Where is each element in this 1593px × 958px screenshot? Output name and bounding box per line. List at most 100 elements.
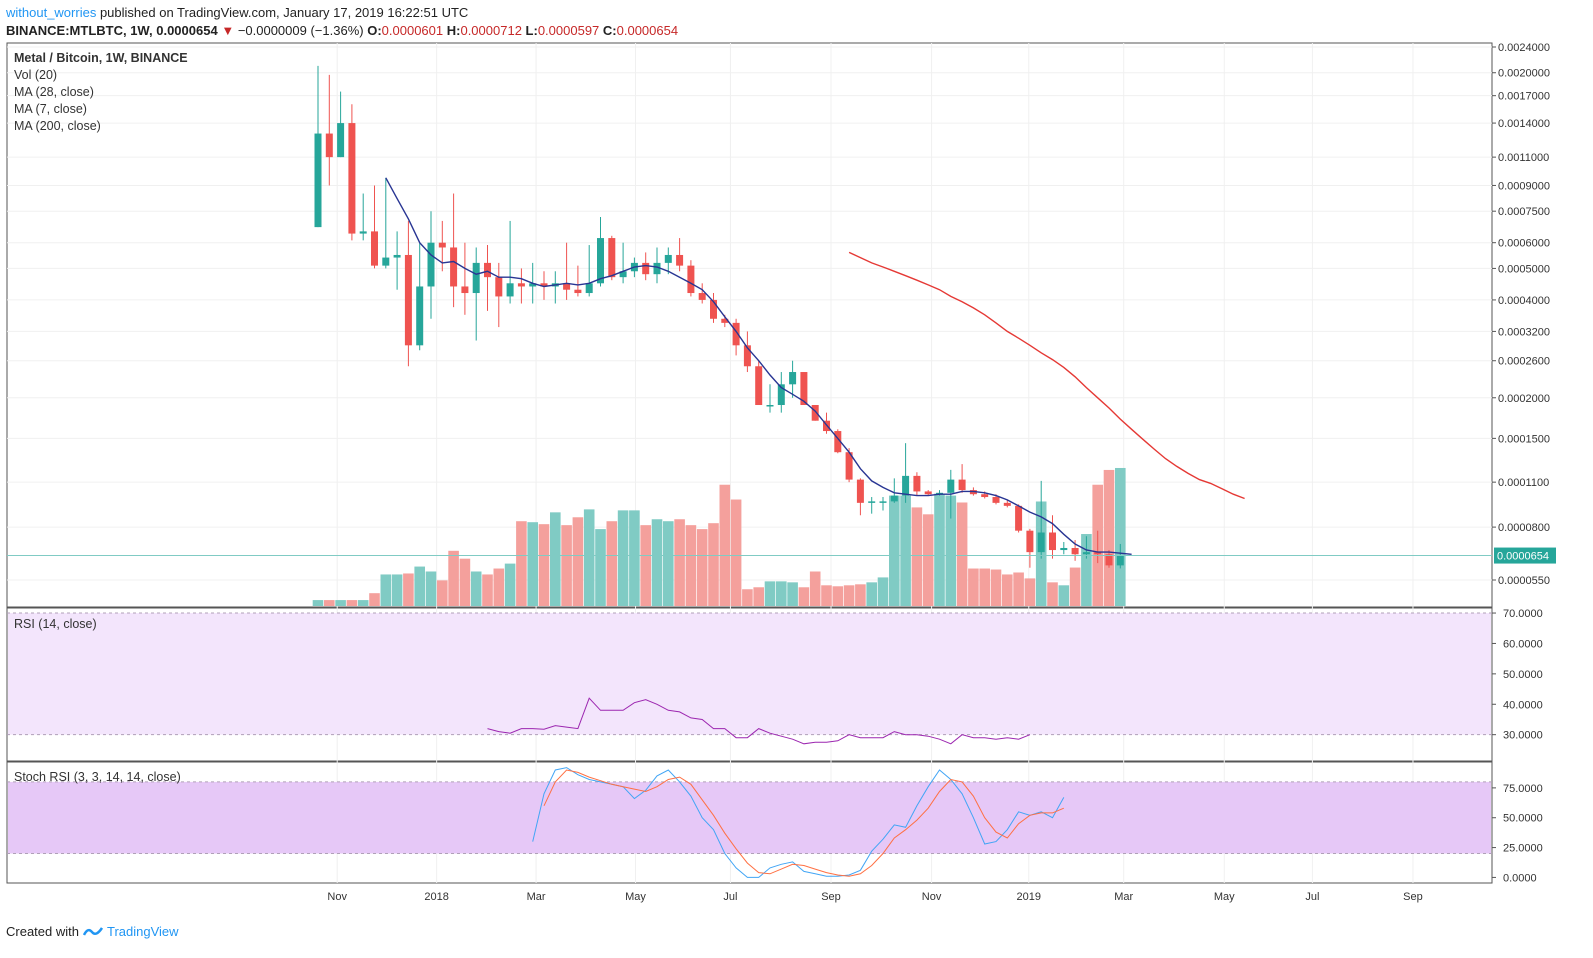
x-tick-label: 2019 — [1017, 891, 1041, 903]
volume-bar — [640, 525, 651, 606]
x-tick-label: Jul — [723, 891, 737, 903]
candle-body — [472, 262, 480, 294]
stoch-y-tick-label: 25.0000 — [1503, 843, 1543, 855]
y-tick-label: 0.0002600 — [1498, 356, 1550, 368]
main-pane-legend: Metal / Bitcoin, 1W, BINANCE Vol (20) MA… — [14, 50, 188, 135]
y-tick-label: 0.0014000 — [1498, 118, 1550, 130]
volume-bar — [1013, 572, 1024, 606]
candle-body — [1082, 552, 1090, 555]
volume-bar — [685, 525, 697, 606]
candle-body — [314, 133, 322, 228]
close-label: C: — [602, 23, 617, 38]
volume-bar — [312, 600, 324, 606]
price-change: −0.0000009 (−1.36%) — [237, 23, 364, 38]
tradingview-link[interactable]: TradingView — [106, 924, 179, 939]
candle-body — [743, 345, 751, 367]
low-value: 0.0000597 — [537, 23, 600, 38]
legend-vol[interactable]: Vol (20) — [14, 68, 58, 82]
volume-bar — [1115, 467, 1126, 606]
candle-body — [676, 254, 684, 266]
candle-body — [721, 318, 729, 323]
last-price: 0.0000654 — [156, 23, 218, 38]
x-tick-label: Sep — [1403, 891, 1423, 903]
y-tick-label: 0.0007500 — [1498, 206, 1550, 218]
rsi-y-tick-label: 40.0000 — [1503, 699, 1543, 711]
volume-bar — [324, 600, 335, 606]
legend-ma200[interactable]: MA (200, close) — [14, 119, 101, 133]
volume-bar — [482, 574, 493, 606]
volume-bar — [742, 589, 753, 606]
candle-body — [427, 242, 435, 287]
candle-body — [642, 262, 650, 275]
candle-body — [913, 475, 921, 492]
volume-bar — [968, 568, 979, 606]
legend-ma28[interactable]: MA (28, close) — [14, 85, 94, 99]
rsi-y-tick-label: 70.0000 — [1503, 608, 1543, 620]
volume-bar — [922, 514, 934, 606]
stoch-y-tick-label: 50.0000 — [1503, 813, 1543, 825]
stoch-band — [8, 781, 1491, 854]
y-tick-label: 0.0000800 — [1498, 522, 1550, 534]
candle-body — [585, 283, 593, 294]
volume-bar — [753, 587, 764, 606]
volume-bar — [911, 507, 923, 606]
volume-bar — [572, 517, 584, 606]
volume-bar — [527, 522, 538, 606]
y-tick-label: 0.0006000 — [1498, 238, 1550, 250]
volume-bar — [855, 584, 866, 606]
candle-body — [1094, 552, 1102, 555]
candle-body — [597, 238, 604, 284]
volume-bar — [1081, 534, 1092, 606]
author-link[interactable]: without_worries — [6, 5, 97, 20]
volume-bar — [889, 495, 900, 606]
candle-body — [902, 475, 910, 496]
open-value: 0.0000601 — [381, 23, 444, 38]
candle-body — [484, 262, 491, 278]
candle-body — [1026, 530, 1034, 553]
volume-bar — [877, 577, 889, 606]
volume-bar — [550, 512, 561, 606]
x-tick-label: Sep — [821, 891, 841, 903]
candle-body — [868, 501, 876, 503]
candle-body — [1071, 547, 1079, 555]
volume-bar — [606, 521, 618, 606]
volume-bar — [787, 582, 798, 606]
candle-body — [958, 479, 966, 491]
symbol-line: BINANCE:MTLBTC, 1W, 0.0000654 ▼ −0.00000… — [6, 22, 678, 40]
chart-header: without_worries published on TradingView… — [6, 4, 678, 40]
volume-bar — [990, 569, 1002, 606]
volume-bar — [459, 558, 471, 606]
candle-body — [438, 242, 446, 248]
candle-body — [710, 299, 717, 319]
candle-body — [800, 372, 808, 406]
y-tick-label: 0.0002000 — [1498, 393, 1550, 405]
candle-body — [1105, 554, 1113, 566]
ma28-line — [848, 251, 1245, 500]
volume-bar — [1103, 469, 1115, 606]
stoch-legend[interactable]: Stoch RSI (3, 3, 14, 14, close) — [14, 770, 181, 784]
volume-bar — [708, 523, 719, 606]
candle-body — [879, 501, 887, 503]
candle-body — [732, 322, 740, 346]
volume-bar — [380, 574, 392, 606]
candle-body — [348, 123, 356, 234]
candle-body — [664, 254, 672, 263]
rsi-legend[interactable]: RSI (14, close) — [14, 617, 97, 631]
footer: Created with TradingView — [6, 924, 179, 939]
publish-line: without_worries published on TradingView… — [6, 4, 678, 22]
x-tick-label: Nov — [922, 891, 942, 903]
candle-body — [755, 366, 763, 406]
candle-body — [450, 247, 458, 287]
down-arrow-icon: ▼ — [221, 23, 235, 38]
volume-bar — [516, 521, 527, 606]
main-pane-frame — [6, 42, 1493, 608]
legend-ma7[interactable]: MA (7, close) — [14, 102, 87, 116]
volume-bar — [538, 524, 550, 606]
volume-bar — [629, 510, 640, 606]
candle-body — [382, 257, 390, 266]
candle-body — [947, 479, 955, 493]
candle-body — [811, 405, 819, 421]
candle-body — [517, 283, 525, 287]
high-label: H: — [446, 23, 461, 38]
volume-bar — [821, 585, 832, 606]
